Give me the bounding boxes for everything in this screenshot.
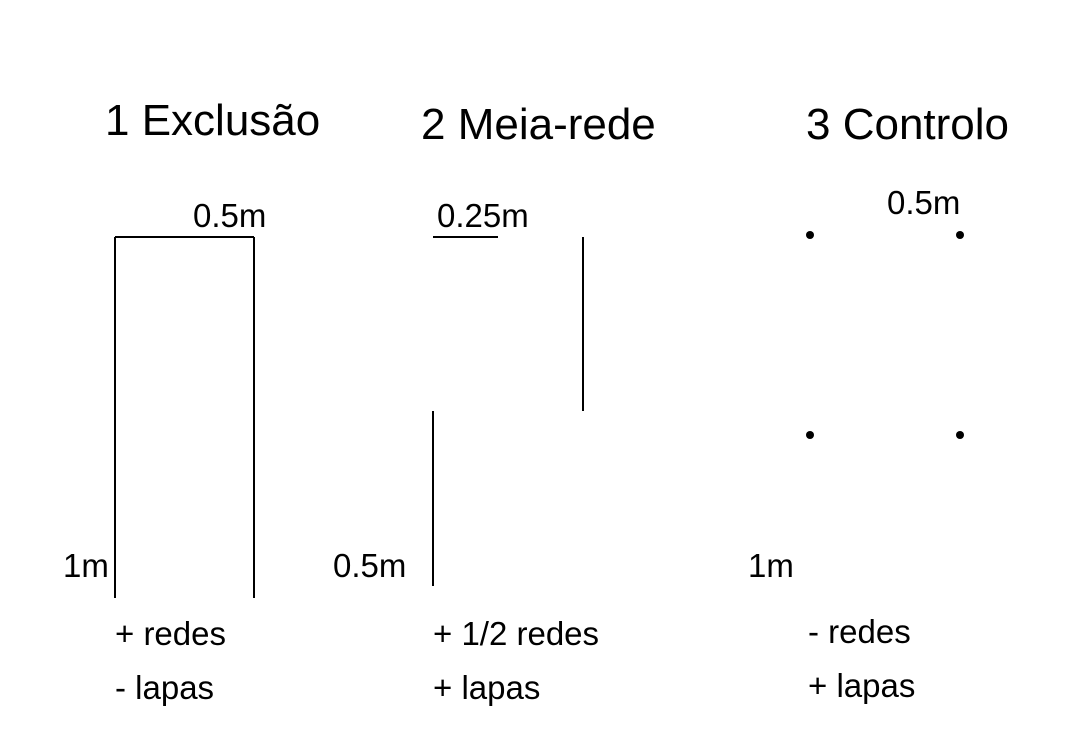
control-marker-top-left — [806, 231, 814, 239]
treatment-1-effect-nets: + redes — [115, 615, 226, 652]
control-marker-bottom-right — [956, 431, 964, 439]
treatment-3-height-label: 1m — [748, 547, 794, 584]
treatment-2-width-label: 0.25m — [437, 197, 529, 234]
treatment-2-effect-limpets: + lapas — [433, 669, 541, 706]
treatment-2-height-label: 0.5m — [333, 547, 407, 584]
treatment-1-title: 1 Exclusão — [105, 96, 321, 145]
treatment-3-effect-nets: - redes — [808, 613, 911, 650]
control-marker-top-right — [956, 231, 964, 239]
treatment-2-effect-nets: + 1/2 redes — [433, 615, 600, 652]
treatment-3-effect-limpets: + lapas — [808, 667, 916, 704]
treatment-3-width-label: 0.5m — [887, 184, 961, 221]
treatment-1-effect-limpets: - lapas — [115, 669, 215, 706]
exclusion-cage — [114, 236, 255, 598]
control-marker-bottom-left — [806, 431, 814, 439]
treatment-2-title: 2 Meia-rede — [421, 100, 656, 149]
treatment-3-title: 3 Controlo — [806, 100, 1010, 149]
treatment-1-height-label: 1m — [63, 547, 109, 584]
control-plot-markers — [806, 231, 964, 439]
treatment-1-width-label: 0.5m — [193, 197, 267, 234]
half-cage — [432, 236, 584, 586]
